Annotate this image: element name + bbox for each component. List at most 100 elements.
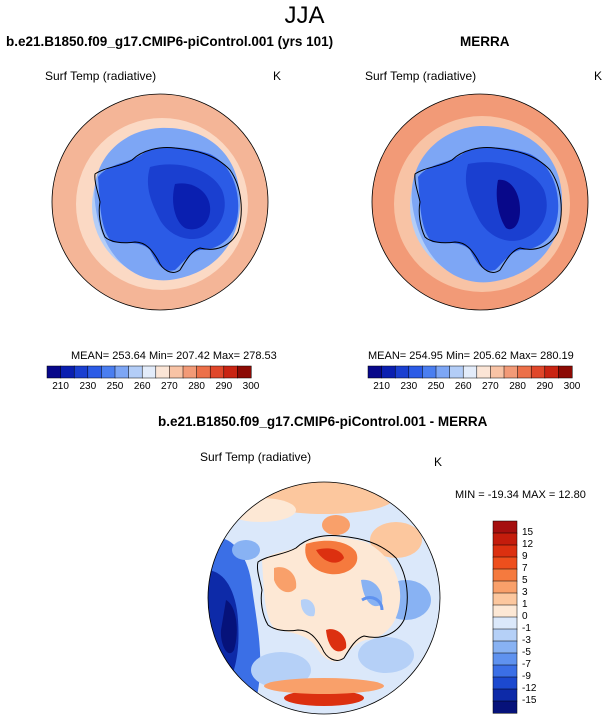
- colorbar-swatch: [492, 640, 518, 654]
- colorbar-tick-label: 0: [522, 611, 528, 622]
- colorbar-swatch: [394, 365, 410, 379]
- colorbar-tick-label: -3: [522, 635, 531, 646]
- colorbar-swatch: [492, 604, 518, 618]
- colorbar-tick-label: 230: [79, 381, 97, 392]
- colorbar-tick-label: 12: [522, 539, 534, 550]
- colorbar-tick-label: 250: [427, 381, 445, 392]
- colorbar-tick-label: 260: [454, 381, 472, 392]
- colorbar-swatch: [492, 592, 518, 606]
- model-colorbar: [46, 365, 252, 379]
- model-panel-title: b.e21.B1850.f09_g17.CMIP6-piControl.001 …: [6, 34, 334, 49]
- colorbar-swatch: [141, 365, 157, 379]
- colorbar-swatch: [492, 580, 518, 594]
- colorbar-swatch: [492, 688, 518, 702]
- diff-stats: MIN = -19.34 MAX = 12.80: [455, 489, 586, 501]
- diff-panel-title: b.e21.B1850.f09_g17.CMIP6-piControl.001 …: [158, 414, 488, 429]
- colorbar-tick-label: 290: [215, 381, 233, 392]
- colorbar-swatch: [558, 365, 573, 379]
- colorbar-swatch: [182, 365, 198, 379]
- colorbar-swatch: [60, 365, 75, 379]
- obs-units-label: K: [594, 69, 603, 83]
- colorbar-tick-label: 9: [522, 551, 528, 562]
- colorbar-tick-label: 5: [522, 575, 528, 586]
- colorbar-tick-label: 230: [400, 381, 418, 392]
- colorbar-swatch: [492, 700, 518, 714]
- antarctica-plateau: [173, 183, 211, 230]
- colorbar-tick-label: 280: [188, 381, 205, 392]
- colorbar-swatch: [101, 365, 116, 379]
- coastline: [414, 147, 562, 273]
- colorbar-swatch: [209, 365, 225, 379]
- colorbar-swatch: [490, 365, 505, 379]
- colorbar-swatch: [530, 365, 546, 379]
- season-title: JJA: [284, 2, 325, 29]
- colorbar-swatch: [476, 365, 491, 379]
- colorbar-swatch: [408, 365, 423, 379]
- colorbar-tick-label: -9: [522, 671, 531, 682]
- warm-anomaly-south: [284, 690, 364, 706]
- coastline: [257, 535, 408, 661]
- colorbar-tick-label: 290: [536, 381, 554, 392]
- colorbar-swatch: [367, 365, 383, 379]
- colorbar-swatch: [381, 365, 396, 379]
- diff-units-label: K: [434, 455, 443, 469]
- colorbar-tick-label: 260: [133, 381, 151, 392]
- colorbar-swatch: [422, 365, 437, 379]
- colorbar-swatch: [223, 365, 238, 379]
- colorbar-swatch: [196, 365, 211, 379]
- colorbar-swatch: [492, 568, 518, 582]
- diff-variable-label: Surf Temp (radiative): [200, 450, 312, 464]
- diff-colorbar: [492, 520, 518, 714]
- colorbar-swatch: [87, 365, 102, 379]
- colorbar-swatch: [237, 365, 252, 379]
- antarctica-plateau: [496, 179, 520, 230]
- colorbar-swatch: [492, 556, 518, 570]
- colorbar-swatch: [155, 365, 170, 379]
- colorbar-tick-label: -1: [522, 623, 531, 634]
- colorbar-tick-label: -7: [522, 659, 531, 670]
- colorbar-swatch: [435, 365, 451, 379]
- colorbar-swatch: [492, 664, 518, 678]
- colorbar-swatch: [462, 365, 478, 379]
- obs-colorbar: [367, 365, 573, 379]
- colorbar-swatch: [492, 544, 518, 558]
- coastline: [94, 147, 242, 273]
- colorbar-swatch: [492, 652, 518, 666]
- obs-variable-label: Surf Temp (radiative): [365, 69, 477, 83]
- colorbar-swatch: [128, 365, 143, 379]
- colorbar-tick-label: 1: [522, 599, 528, 610]
- colorbar-swatch: [449, 365, 464, 379]
- colorbar-swatch: [169, 365, 184, 379]
- colorbar-tick-label: 3: [522, 587, 528, 598]
- colorbar-swatch: [503, 365, 519, 379]
- colorbar-tick-label: 270: [161, 381, 178, 392]
- colorbar-tick-label: -5: [522, 647, 531, 658]
- obs-stats: MEAN= 254.95 Min= 205.62 Max= 280.19: [368, 350, 574, 362]
- colorbar-tick-label: 270: [482, 381, 499, 392]
- colorbar-tick-label: 15: [522, 527, 534, 538]
- obs-map: [371, 93, 589, 311]
- difference-map: [207, 481, 441, 715]
- colorbar-swatch: [544, 365, 559, 379]
- obs-panel-title: MERRA: [460, 34, 510, 49]
- colorbar-swatch: [73, 365, 89, 379]
- colorbar-tick-label: 300: [242, 381, 260, 392]
- colorbar-swatch: [492, 616, 518, 630]
- colorbar-tick-label: 280: [509, 381, 526, 392]
- colorbar-swatch: [492, 628, 518, 642]
- colorbar-tick-label: 250: [106, 381, 124, 392]
- colorbar-tick-label: 210: [52, 381, 69, 392]
- model-stats: MEAN= 253.64 Min= 207.42 Max= 278.53: [71, 350, 277, 362]
- colorbar-swatch: [492, 520, 518, 534]
- colorbar-swatch: [114, 365, 130, 379]
- model-map: [51, 93, 269, 311]
- colorbar-swatch: [46, 365, 62, 379]
- colorbar-tick-label: 7: [522, 563, 528, 574]
- colorbar-tick-label: -15: [522, 695, 537, 706]
- colorbar-swatch: [517, 365, 532, 379]
- colorbar-swatch: [492, 532, 518, 546]
- model-variable-label: Surf Temp (radiative): [45, 69, 157, 83]
- colorbar-tick-label: -12: [522, 683, 537, 694]
- colorbar-swatch: [492, 676, 518, 690]
- model-units-label: K: [273, 69, 282, 83]
